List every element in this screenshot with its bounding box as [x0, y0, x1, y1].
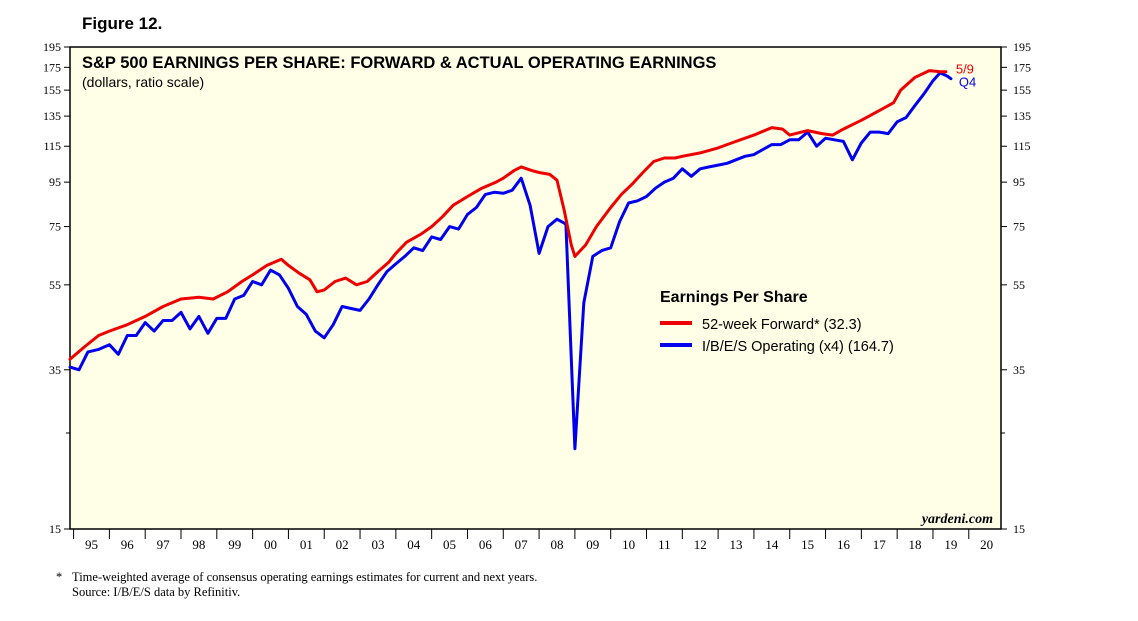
x-tick-label: 99 [228, 537, 241, 552]
x-tick-label: 15 [801, 537, 814, 552]
y-tick-label-right: 155 [1013, 83, 1031, 97]
x-tick-label: 10 [622, 537, 635, 552]
footnote: * Time-weighted average of consensus oper… [56, 570, 537, 600]
x-tick-label: 12 [694, 537, 707, 552]
y-tick-label-left: 155 [43, 83, 61, 97]
x-tick-label: 13 [730, 537, 743, 552]
x-tick-label: 07 [515, 537, 529, 552]
series-layer: 5/9Q4 [68, 62, 976, 451]
figure-label: Figure 12. [82, 14, 163, 33]
watermark: yardeni.com [920, 512, 993, 527]
y-tick-label-right: 35 [1013, 363, 1025, 377]
y-axis-right: 15 35 55 75 95 115 135 155 175 195 [1001, 40, 1031, 536]
y-tick-label-left: 175 [43, 60, 61, 74]
y-tick-label-right: 115 [1013, 139, 1031, 153]
y-tick-label-right: 195 [1013, 40, 1031, 54]
footnote-line-2: Source: I/B/E/S data by Refinitiv. [72, 585, 241, 599]
y-tick-label-left: 55 [49, 278, 61, 292]
x-tick-label: 98 [192, 537, 205, 552]
series-line-forward [68, 69, 948, 361]
x-tick-label: 11 [658, 537, 671, 552]
y-tick-label-left: 115 [43, 139, 61, 153]
y-tick-label-right: 55 [1013, 278, 1025, 292]
legend-label-operating: I/B/E/S Operating (x4) (164.7) [702, 339, 894, 355]
x-tick-label: 19 [944, 537, 957, 552]
end-label-operating: Q4 [959, 75, 976, 90]
x-tick-label: 03 [371, 537, 384, 552]
x-tick-label: 95 [85, 537, 98, 552]
x-tick-label: 14 [765, 537, 779, 552]
x-tick-label: 08 [550, 537, 563, 552]
x-tick-label: 96 [121, 537, 135, 552]
x-tick-label: 16 [837, 537, 851, 552]
y-tick-label-right: 75 [1013, 220, 1025, 234]
y-axis-left: 15 35 55 75 95 115 135 155 175 195 [43, 40, 70, 536]
x-tick-label: 06 [479, 537, 493, 552]
footnote-line-1: Time-weighted average of consensus opera… [72, 570, 538, 584]
chart-title: S&P 500 EARNINGS PER SHARE: FORWARD & AC… [82, 54, 716, 72]
x-tick-label: 05 [443, 537, 456, 552]
x-tick-label: 97 [157, 537, 171, 552]
series-line-operating [68, 71, 953, 451]
x-tick-label: 02 [336, 537, 349, 552]
y-tick-label-right: 135 [1013, 109, 1031, 123]
y-tick-label-left: 75 [49, 220, 61, 234]
x-tick-label: 00 [264, 537, 277, 552]
x-tick-label: 20 [980, 537, 993, 552]
x-tick-label: 17 [873, 537, 887, 552]
legend-title: Earnings Per Share [660, 289, 808, 306]
y-tick-label-left: 195 [43, 40, 61, 54]
x-tick-label: 04 [407, 537, 421, 552]
y-tick-label-left: 35 [49, 363, 61, 377]
chart-subtitle: (dollars, ratio scale) [82, 74, 204, 90]
x-tick-label: 01 [300, 537, 313, 552]
y-tick-label-left: 135 [43, 109, 61, 123]
x-tick-label: 18 [909, 537, 922, 552]
x-tick-label: 09 [586, 537, 599, 552]
legend-label-forward: 52-week Forward* (32.3) [702, 317, 862, 333]
x-axis: 95 96 97 98 99 00 01 02 03 04 05 06 07 08 09 10 11 12 13 14… [73, 529, 993, 552]
y-tick-label-left: 95 [49, 175, 61, 189]
y-tick-label-right: 175 [1013, 60, 1031, 74]
y-tick-label-right: 15 [1013, 522, 1025, 536]
y-tick-label-right: 95 [1013, 175, 1025, 189]
y-tick-label-left: 15 [49, 522, 61, 536]
footnote-marker: * [56, 570, 63, 584]
end-label-forward: 5/9 [956, 62, 974, 77]
